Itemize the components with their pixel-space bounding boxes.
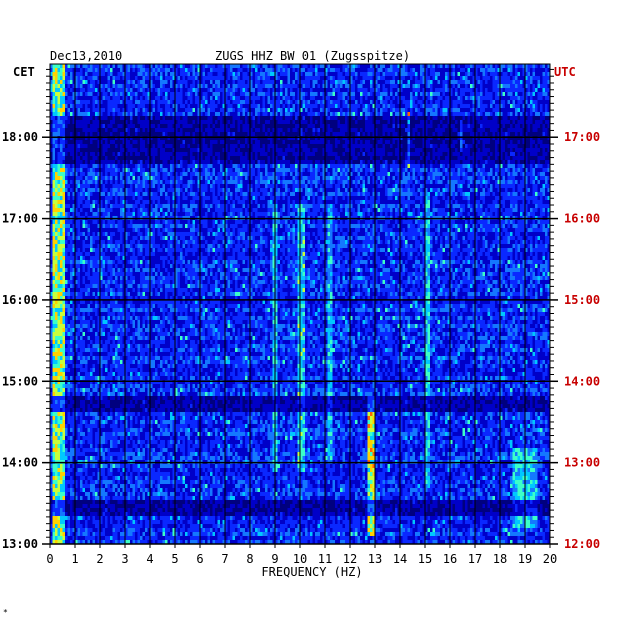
cet-tick-label: 14:00: [2, 456, 38, 470]
utc-tick-label: 16:00: [564, 212, 600, 226]
x-tick-label: 12: [343, 552, 357, 566]
x-tick-label: 19: [518, 552, 532, 566]
utc-tick-label: 12:00: [564, 537, 600, 551]
cet-tick-label: 15:00: [2, 374, 38, 388]
x-tick-label: 18: [493, 552, 507, 566]
x-tick-label: 2: [96, 552, 103, 566]
cet-tick-label: 16:00: [2, 293, 38, 307]
x-tick-label: 15: [418, 552, 432, 566]
cet-tick-label: 17:00: [2, 212, 38, 226]
x-tick-label: 9: [271, 552, 278, 566]
x-tick-label: 6: [196, 552, 203, 566]
x-tick-label: 8: [246, 552, 253, 566]
utc-tick-label: 15:00: [564, 293, 600, 307]
x-tick-label: 4: [146, 552, 153, 566]
cet-tick-label: 13:00: [2, 537, 38, 551]
x-tick-label: 13: [368, 552, 382, 566]
cet-tick-label: 18:00: [2, 130, 38, 144]
header-date: Dec13,2010: [50, 49, 122, 63]
left-timezone-label: CET: [13, 65, 35, 79]
right-timezone-label: UTC: [554, 65, 576, 79]
x-tick-label: 17: [468, 552, 482, 566]
x-axis-label: FREQUENCY (HZ): [261, 565, 362, 579]
x-tick-label: 20: [543, 552, 557, 566]
x-tick-label: 11: [318, 552, 332, 566]
x-tick-label: 1: [71, 552, 78, 566]
x-tick-label: 10: [293, 552, 307, 566]
x-tick-label: 5: [171, 552, 178, 566]
utc-tick-label: 14:00: [564, 374, 600, 388]
ticks: 0 1 2 3 4 5 6 7 8 9 10 11 12 13 14 15 16 17 18 19 2013:0014:…: [2, 68, 600, 566]
grid: [49, 63, 551, 545]
utc-tick-label: 17:00: [564, 130, 600, 144]
x-tick-label: 7: [221, 552, 228, 566]
x-tick-label: 16: [443, 552, 457, 566]
x-tick-label: 14: [393, 552, 407, 566]
header-station: ZUGS HHZ BW 01 (Zugsspitze): [215, 49, 410, 63]
x-tick-label: 0: [46, 552, 53, 566]
corner-mark: *: [3, 608, 8, 617]
x-tick-label: 3: [121, 552, 128, 566]
utc-tick-label: 13:00: [564, 456, 600, 470]
